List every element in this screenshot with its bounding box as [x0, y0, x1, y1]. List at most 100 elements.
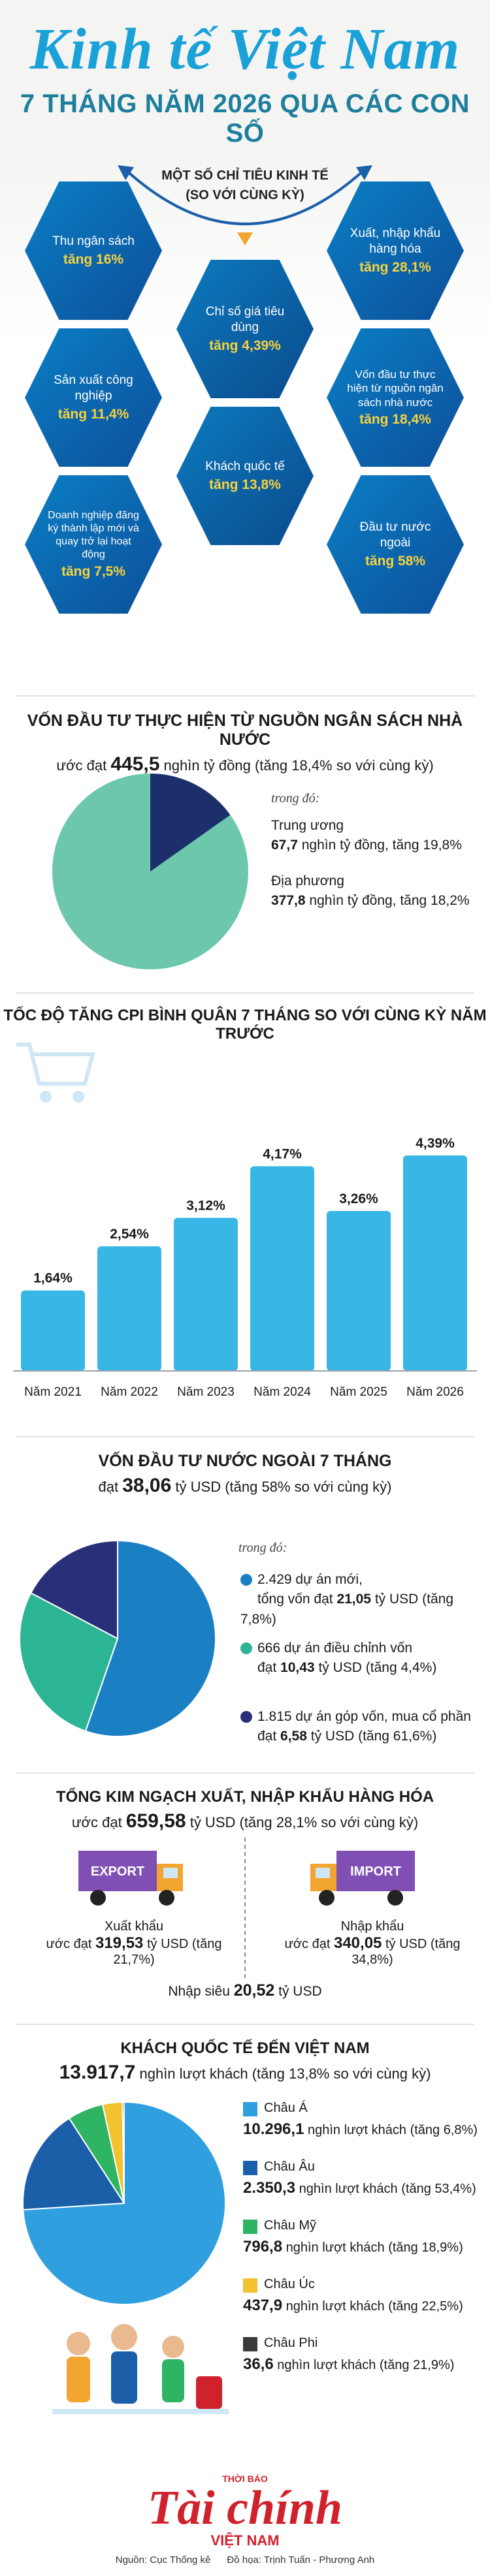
indicator-value: tăng 28,1% [359, 259, 431, 275]
budget-pie-chart [52, 774, 248, 969]
budget-local-suffix: nghìn tỷ đồng, tăng 18,2% [309, 893, 470, 909]
budget-title: VỐN ĐẦU TƯ THỰC HIỆN TỪ NGUỒN NGÂN SÁCH … [27, 712, 463, 749]
legend-name: Châu Á [264, 2101, 308, 2115]
shopping-cart-icon [16, 1043, 95, 1103]
tourists-pie-slice [122, 2101, 125, 2204]
trade-subtitle: ước đạt 659,58 tỷ USD (tăng 28,1% so với… [0, 1810, 490, 1832]
fdi-item2-value: 10,43 [280, 1660, 315, 1676]
indicator-label: Đầu tư nước ngoài [359, 520, 431, 550]
legend-swatch-icon [243, 2102, 257, 2116]
budget-central-label: Trung ương [271, 818, 344, 833]
footer-source: Nguồn: Cục Thống kê [115, 2554, 211, 2566]
budget-sub-suffix: nghìn tỷ đồng (tăng 18,4% so với cùng kỳ… [163, 757, 434, 774]
divider [16, 2024, 474, 2025]
legend-suffix: nghìn lượt khách (tăng 53,4%) [299, 2182, 476, 2196]
cpi-year-label: Năm 2022 [101, 1385, 158, 1399]
fdi-item2-suffix: tỷ USD (tăng 4,4%) [318, 1660, 437, 1676]
export-suffix: tỷ USD (tăng 21,7%) [113, 1937, 222, 1967]
import-label: Nhập khẩu [340, 1919, 404, 1934]
indicator-value: tăng 13,8% [209, 477, 281, 492]
cpi-year-label: Năm 2026 [406, 1385, 464, 1399]
tourists-pie-slice [22, 2117, 125, 2211]
page-title: Kinh tế Việt Nam [29, 17, 461, 82]
divider [16, 695, 474, 697]
budget-central-annotation: Trung ương 67,7 nghìn tỷ đồng, tăng 19,8… [271, 816, 462, 856]
cpi-value-label: 4,17% [263, 1147, 302, 1162]
indicator-label: Vốn đầu tư thực hiện từ nguồn ngân sách … [347, 368, 444, 409]
tourists-sub-value: 13.917,7 [59, 2062, 136, 2083]
fdi-sub-suffix: tỷ USD (tăng 58% so với cùng kỳ) [175, 1479, 392, 1495]
indicator-label: Xuất, nhập khẩu hàng hóa [350, 227, 441, 256]
trade-sub-value: 659,58 [125, 1810, 186, 1832]
tourists-pie-chart [22, 2101, 226, 2305]
brand-logo: Tài chính [147, 2481, 343, 2535]
indicator-hex-fdi: Đầu tư nước ngoài tăng 58% [327, 475, 464, 614]
legend-name: Châu Âu [264, 2160, 315, 2174]
travelers-illustration-icon [52, 2324, 229, 2414]
export-prefix: ước đạt [46, 1937, 92, 1951]
indicators-heading-line2: (SO VỚI CÙNG KỲ) [186, 188, 304, 202]
legend-value: 10.296,1 [243, 2120, 304, 2138]
trade-sub-suffix: tỷ USD (tăng 28,1% so với cùng kỳ) [189, 1814, 419, 1830]
trade-deficit: Nhập siêu 20,52 tỷ USD [0, 1981, 490, 2000]
footer: THỜI BÁO Tài chính VIỆT NAM Nguồn: Cục T… [0, 2464, 490, 2576]
cpi-bar [21, 1290, 85, 1371]
indicator-label: Khách quốc tế [205, 460, 285, 474]
indicator-label: Doanh nghiệp đăng ký thành lập mới và qu… [48, 510, 139, 560]
page-subtitle: 7 THÁNG NĂM 2026 QUA CÁC CON SỐ [20, 89, 470, 148]
indicators-heading-line1: MỘT SỐ CHỈ TIÊU KINH TẾ [161, 168, 329, 183]
cpi-bar [327, 1210, 391, 1371]
trade-section: TỔNG KIM NGẠCH XUẤT, NHẬP KHẨU HÀNG HÓA … [0, 1779, 490, 2020]
fdi-item3-prefix: đạt [257, 1729, 277, 1744]
indicator-hex-enterprises: Doanh nghiệp đăng ký thành lập mới và qu… [25, 475, 162, 614]
import-value: 340,05 [333, 1934, 382, 1952]
indicator-label: Thu ngân sách [52, 234, 135, 249]
fdi-pie-slice [29, 1539, 118, 1640]
export-annotation: Xuất khẩu ước đạt 319,53 tỷ USD (tăng 21… [36, 1919, 232, 1968]
legend-swatch-icon [243, 2220, 257, 2234]
footer-credits: Nguồn: Cục Thống kê Đồ họa: Trịnh Tuấn -… [0, 2554, 490, 2566]
cpi-bar-chart: 1,64% Năm 2021 2,54% Năm 2022 3,12% Năm 2023 4… [13, 1136, 477, 1399]
indicators-section: MỘT SỐ CHỈ TIÊU KINH TẾ (SO VỚI CÙNG KỲ)… [0, 155, 490, 695]
cpi-value-label: 1,64% [33, 1271, 73, 1286]
fdi-item-capital: 1.815 dự án góp vốn, mua cổ phần đạt 6,5… [240, 1707, 471, 1747]
fdi-sub-prefix: đạt [98, 1479, 119, 1495]
fdi-item1-suffix: tỷ USD (tăng 7,8%) [240, 1592, 454, 1627]
indicator-hex-budget-revenue: Thu ngân sách tăng 16% [25, 181, 162, 320]
budget-trong-do: trong đó: [271, 791, 320, 806]
trade-connector-lines [244, 1838, 246, 1978]
budget-central-value: 67,7 [271, 838, 298, 853]
indicator-hex-trade: Xuất, nhập khẩu hàng hóa tăng 28,1% [327, 181, 464, 320]
budget-local-label: Địa phương [271, 873, 344, 888]
divider [16, 1772, 474, 1774]
indicator-hex-cpi: Chỉ số giá tiêu dùng tăng 4,39% [176, 260, 314, 398]
legend-value: 2.350,3 [243, 2179, 296, 2197]
cpi-bar [403, 1155, 467, 1371]
budget-local-annotation: Địa phương 377,8 nghìn tỷ đồng, tăng 18,… [271, 872, 470, 911]
fdi-pie-chart [19, 1539, 216, 1737]
cpi-value-label: 3,26% [339, 1191, 378, 1206]
indicator-value: tăng 11,4% [57, 406, 129, 422]
legend-suffix: nghìn lượt khách (tăng 21,9%) [277, 2358, 455, 2372]
brand-small: THỜI BÁO [222, 2474, 268, 2484]
fdi-pie-slice [19, 1592, 119, 1733]
legend-name: Châu Phi [264, 2336, 318, 2350]
legend-dot-icon [240, 1574, 252, 1586]
budget-section: VỐN ĐẦU TƯ THỰC HIỆN TỪ NGUỒN NGÂN SÁCH … [0, 705, 490, 986]
fdi-section: VỐN ĐẦU TƯ NƯỚC NGOÀI 7 THÁNG đạt 38,06 … [0, 1443, 490, 1769]
legend-value: 437,9 [243, 2297, 283, 2314]
indicator-hex-public-investment: Vốn đầu tư thực hiện từ nguồn ngân sách … [327, 328, 464, 467]
indicator-value: tăng 4,39% [209, 338, 281, 353]
fdi-item1-prefix: tổng vốn đạt [257, 1592, 333, 1607]
tourists-title: KHÁCH QUỐC TẾ ĐẾN VIỆT NAM [120, 2039, 370, 2057]
indicator-label: Sản xuất công nghiệp [54, 373, 133, 403]
tourists-subtitle: 13.917,7 nghìn lượt khách (tăng 13,8% so… [0, 2062, 490, 2084]
indicator-value: tăng 16% [63, 251, 124, 267]
indicator-label: Chỉ số giá tiêu dùng [205, 305, 285, 334]
cpi-value-label: 4,39% [416, 1136, 455, 1151]
fdi-sub-value: 38,06 [122, 1475, 172, 1496]
import-prefix: ước đạt [284, 1937, 331, 1951]
cpi-chart-title: TỐC ĐỘ TĂNG CPI BÌNH QUÂN 7 THÁNG SO VỚI… [3, 1007, 487, 1043]
fdi-item3-suffix: tỷ USD (tăng 61,6%) [310, 1729, 437, 1744]
